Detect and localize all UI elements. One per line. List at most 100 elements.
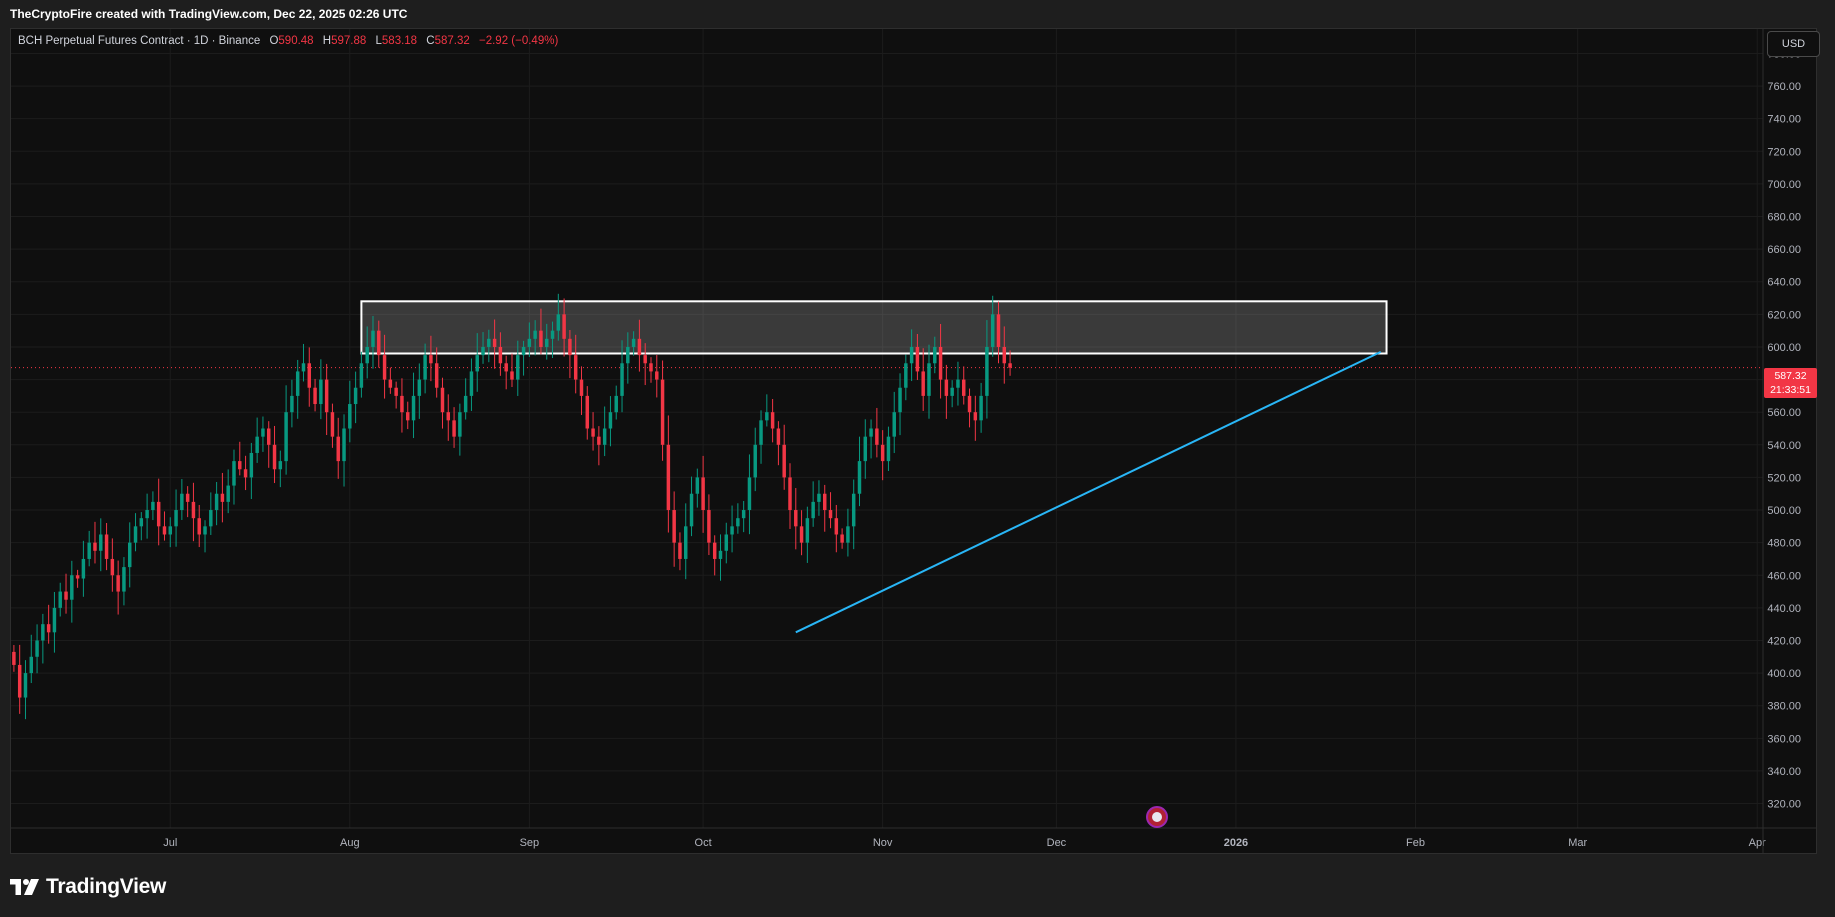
x-axis-tick-label: Apr [1749, 837, 1766, 849]
y-axis-tick-label: 380.00 [1767, 701, 1801, 713]
y-axis-tick-label: 660.00 [1767, 244, 1801, 256]
candle-body [301, 363, 306, 372]
candle-body [811, 501, 815, 519]
y-axis-tick-label: 340.00 [1767, 766, 1801, 778]
candle-body [458, 412, 462, 437]
us-flag-event-icon[interactable] [1146, 806, 1168, 828]
candle-body [382, 355, 387, 380]
y-axis-tick-label: 540.00 [1767, 440, 1801, 452]
candle-body [122, 567, 126, 592]
candle-body [348, 404, 352, 429]
x-axis-tick-label: Nov [873, 837, 893, 849]
candle-body [411, 395, 416, 421]
candle-body [967, 395, 972, 413]
candle-body [550, 330, 555, 339]
candle-body [487, 338, 491, 347]
candle-body [400, 395, 404, 413]
candle-body [956, 379, 960, 388]
candle-body [985, 346, 989, 396]
brand-name: TradingView [46, 875, 167, 898]
candle-body [463, 395, 468, 413]
y-axis-tick-label: 720.00 [1767, 146, 1801, 158]
candle-body [562, 314, 566, 339]
candle-body [533, 330, 537, 339]
candle-body [846, 526, 850, 543]
candle-body [35, 640, 39, 657]
candle-body [683, 526, 688, 559]
candle-body [23, 673, 28, 698]
candle-body [510, 371, 514, 380]
candle-body [516, 355, 520, 380]
candle-body [377, 330, 381, 356]
candle-body [359, 363, 364, 388]
last-price-tag: 587.32 21:33:51 [1764, 368, 1817, 398]
high-label: H [322, 35, 332, 47]
candle-body [718, 550, 723, 559]
candle-body [52, 607, 57, 633]
candle-body [927, 363, 931, 396]
candle-body [655, 371, 659, 380]
x-axis-tick-label: Aug [340, 837, 360, 849]
chart-attribution: TheCryptoFire created with TradingView.c… [10, 7, 408, 21]
currency-selector[interactable]: USD [1767, 31, 1820, 57]
candle-body [944, 379, 949, 396]
candle-body [649, 363, 653, 372]
candle-body [272, 444, 277, 470]
candle-body [75, 575, 80, 579]
tradingview-logo[interactable]: TradingView [10, 875, 166, 899]
candle-body [962, 379, 966, 396]
candle-body [266, 428, 271, 445]
candle-body [834, 518, 839, 535]
candle-body [307, 363, 312, 388]
candle-body [770, 412, 775, 429]
candle-body [162, 526, 167, 535]
candle-body [765, 412, 769, 421]
candle-body [973, 412, 978, 421]
y-axis-tick-label: 760.00 [1767, 81, 1801, 93]
change-value: −2.92 (−0.49%) [479, 35, 559, 47]
candle-body [145, 510, 149, 519]
candle-body [672, 510, 676, 543]
candle-body [875, 428, 879, 445]
close-value: 587.32 [434, 35, 470, 47]
candle-body [336, 436, 340, 462]
candle-body [979, 395, 983, 421]
candle-body [886, 436, 891, 462]
chart-panel[interactable] [10, 28, 1817, 854]
candle-body [452, 420, 456, 437]
candle-body [527, 338, 532, 347]
candle-body [805, 518, 810, 543]
x-axis-tick-label: 2026 [1224, 837, 1248, 849]
candle-body [863, 436, 868, 462]
low-value: 583.18 [381, 35, 418, 47]
candle-body [214, 493, 219, 511]
candle-body [573, 355, 578, 380]
candle-body [938, 346, 943, 380]
symbol-name: BCH Perpetual Futures Contract · 1D · Bi… [18, 35, 261, 47]
y-axis-tick-label: 360.00 [1767, 733, 1801, 745]
candle-body [174, 510, 178, 527]
candle-body [701, 477, 705, 511]
candle-body [110, 558, 115, 576]
candle-body [707, 510, 711, 543]
y-axis-tick-label: 320.00 [1767, 799, 1801, 811]
candle-body [434, 363, 439, 388]
candle-body [892, 412, 896, 437]
last-price-value: 587.32 [1774, 370, 1807, 382]
candle-body [295, 371, 300, 396]
candle-body [139, 518, 144, 527]
candle-body [365, 346, 369, 364]
candle-body [133, 526, 138, 543]
candle-body [243, 469, 248, 478]
y-axis-tick-label: 400.00 [1767, 668, 1801, 680]
candle-body [475, 355, 479, 372]
candle-body [156, 501, 161, 527]
symbol-legend: BCH Perpetual Futures Contract · 1D · Bi… [18, 35, 558, 47]
candle-body [168, 526, 173, 535]
candle-body [782, 444, 786, 478]
x-axis-tick-label: Jul [163, 837, 177, 849]
candle-body [539, 330, 543, 347]
candle-body [41, 624, 45, 641]
y-axis-tick-label: 520.00 [1767, 472, 1801, 484]
